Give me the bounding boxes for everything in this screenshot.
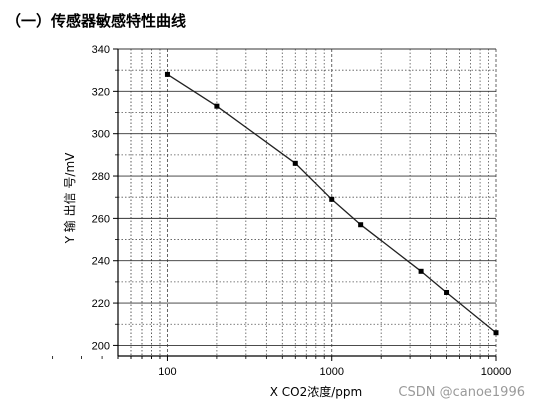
y-tick-label: 280 [92, 171, 110, 183]
data-point-marker [493, 330, 499, 336]
plot-frame [117, 49, 496, 357]
data-point-marker [214, 103, 220, 109]
x-tick-label: 10000 [481, 366, 512, 378]
data-point-marker [164, 71, 170, 77]
data-point-marker [292, 160, 298, 166]
y-ticks: 200 220 240 260 280 300 320 340 [92, 44, 118, 352]
y-tick-label: 300 [92, 129, 110, 141]
y-tick-label: 200 [92, 340, 110, 352]
y-tick-label: 260 [92, 213, 110, 225]
grid-lines [117, 48, 497, 356]
x-ticks: 100 1000 10000 [52, 356, 512, 378]
y-tick-label: 340 [92, 44, 110, 56]
y-tick-label: 240 [92, 256, 110, 268]
x-tick-label: 100 [158, 366, 176, 378]
y-tick-label: 320 [92, 86, 110, 98]
data-point-marker [418, 268, 424, 274]
data-point-marker [358, 222, 364, 228]
data-point-marker [444, 289, 450, 295]
x-tick-label: 1000 [319, 366, 343, 378]
series-line [167, 73, 497, 334]
watermark: CSDN @canoe1996 [398, 385, 525, 400]
y-axis-title: Y 输 出信 号/mV [62, 152, 77, 245]
y-tick-label: 220 [92, 298, 110, 310]
section-heading: （一）传感器敏感特性曲线 [6, 12, 187, 30]
x-axis-title: X CO2浓度/ppm [270, 384, 362, 399]
data-point-marker [329, 196, 335, 202]
data-series [164, 71, 499, 336]
